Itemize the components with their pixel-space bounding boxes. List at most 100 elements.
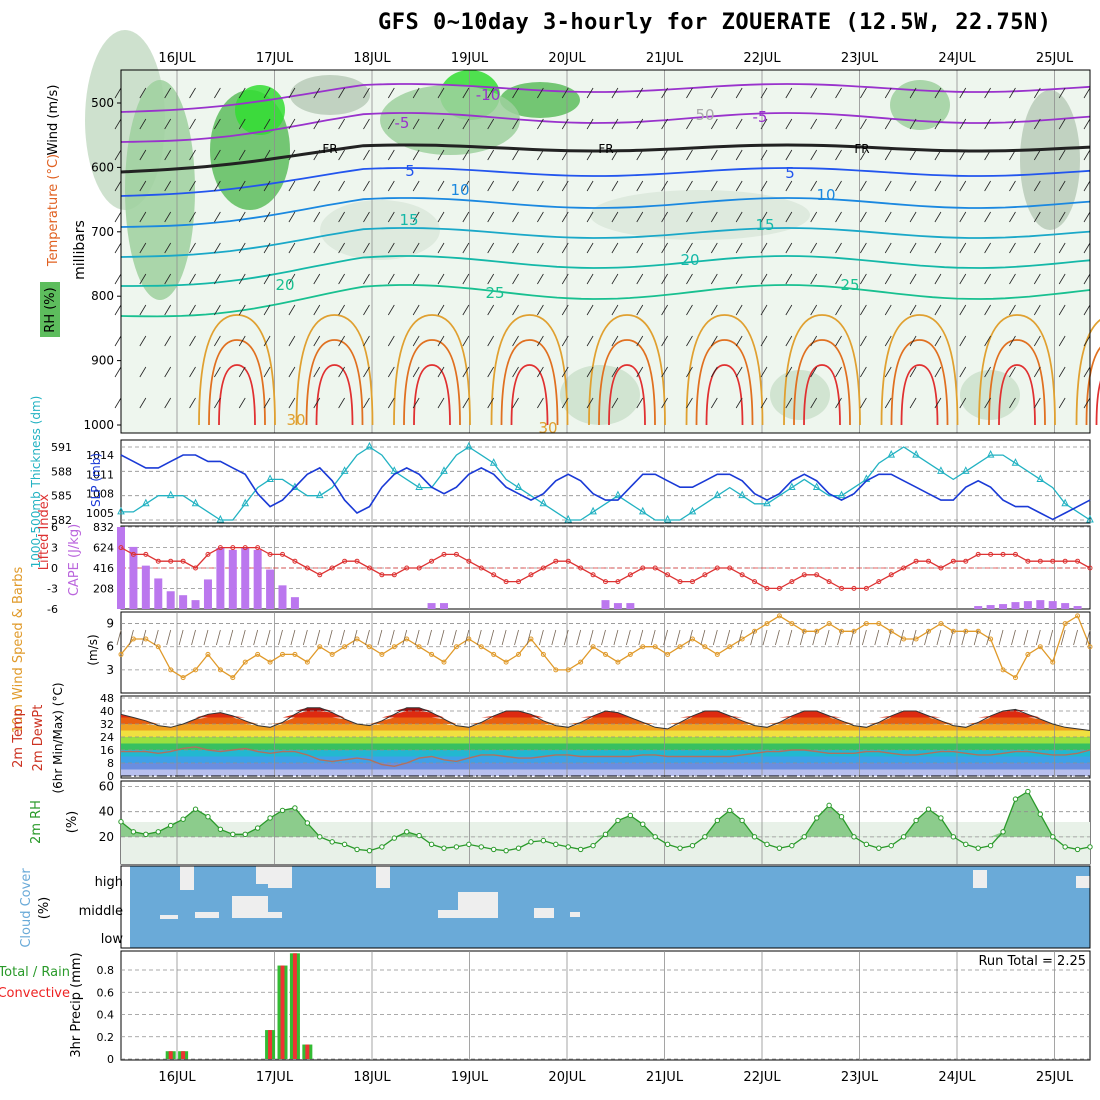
- wind-barb: [1009, 118, 1016, 130]
- wind-barb: [586, 242, 594, 254]
- thickness-marker: [365, 441, 374, 450]
- wind-speed-marker: [379, 651, 385, 657]
- thickness-marker: [1011, 458, 1020, 466]
- isotherm-line: [978, 314, 1056, 426]
- wind-barb-10m: [1060, 629, 1066, 646]
- isotherm-line: [413, 364, 451, 426]
- wind-tick-label: 6: [106, 640, 114, 654]
- wind-barb: [959, 242, 967, 254]
- wind-barb: [561, 118, 569, 130]
- wind-barb: [661, 118, 668, 130]
- li-tick-label: 0: [51, 562, 58, 575]
- wind-barb: [1083, 180, 1091, 192]
- wind-barb: [387, 366, 395, 378]
- wind-speed-marker: [193, 667, 199, 673]
- wind-speed-marker: [1087, 644, 1093, 650]
- wind-barb: [487, 242, 495, 254]
- wind-barb-10m: [352, 629, 358, 646]
- wind-barb: [661, 149, 668, 161]
- thickness-marker: [788, 482, 796, 491]
- wind-barb-10m: [948, 629, 954, 646]
- wind-barb: [760, 242, 768, 254]
- precip-tick-label: 0.6: [97, 986, 115, 999]
- precip-tick-label: 0.8: [97, 964, 115, 977]
- wind-barb-10m: [899, 629, 905, 646]
- wind-barb: [139, 149, 147, 161]
- wind-barb: [139, 273, 147, 285]
- lifted-index-marker: [764, 585, 770, 591]
- wind-barb: [735, 242, 743, 254]
- wind-barb: [462, 366, 470, 378]
- rh-marker: [155, 829, 161, 835]
- wind-barb: [611, 366, 619, 378]
- isotherm-line: [1075, 319, 1100, 426]
- isotherm-line: [120, 227, 1091, 258]
- wind-barb: [686, 273, 693, 285]
- wind-barb: [909, 335, 917, 347]
- lifted-index-marker: [975, 551, 981, 557]
- temperature-band: [121, 717, 1090, 724]
- rh-marker: [950, 834, 957, 840]
- cloud-level-label: middle: [79, 904, 123, 919]
- rh-marker: [776, 845, 783, 851]
- thickness-marker: [315, 490, 324, 499]
- wind-barb: [238, 304, 246, 316]
- wind-barb: [387, 149, 395, 161]
- wind-barb: [1033, 211, 1041, 223]
- rh-marker: [379, 844, 385, 850]
- wind-barb: [437, 273, 445, 285]
- temperature-band: [121, 763, 1090, 770]
- wind-barb: [1033, 366, 1041, 378]
- wind-barb-10m: [141, 629, 147, 646]
- wind-barb: [785, 273, 793, 285]
- wind-barb: [139, 242, 147, 254]
- wind-barb: [114, 87, 122, 99]
- wind-barb: [114, 304, 122, 316]
- wind-barb-10m: [476, 629, 482, 646]
- wind-barb: [412, 366, 420, 378]
- precip-convective-bar: [181, 1051, 186, 1059]
- cape-bar: [191, 600, 200, 609]
- wind-barb: [214, 273, 221, 285]
- wind-barb: [760, 335, 768, 347]
- wind-barb: [437, 366, 445, 378]
- wind-barb: [164, 242, 172, 254]
- wind-barb: [437, 242, 445, 254]
- rh-marker: [130, 829, 137, 835]
- wind-barb: [785, 87, 793, 99]
- contour-label: 15: [399, 211, 418, 229]
- wind-barb: [810, 118, 818, 130]
- thickness-marker: [713, 490, 722, 499]
- rh-axis-label: 2m RH: [29, 800, 44, 844]
- isotherm-line: [403, 339, 461, 426]
- wind-barb-10m: [588, 629, 594, 646]
- wind-barb: [139, 87, 147, 99]
- lifted-index-marker: [988, 551, 994, 557]
- rh-marker: [304, 820, 311, 826]
- wind-barb: [661, 211, 668, 223]
- rh-marker: [292, 805, 298, 811]
- wind-barb: [561, 366, 569, 378]
- wind-barb: [238, 180, 246, 192]
- lifted-index-marker: [1025, 558, 1031, 564]
- precip-panel-frame: [120, 950, 1091, 1061]
- wind-barb-10m: [886, 629, 892, 646]
- wind-speed-marker: [230, 675, 236, 681]
- rh-shading: [290, 75, 370, 115]
- contour-label: 25: [840, 276, 859, 294]
- wind-barb: [462, 180, 470, 192]
- rh-marker: [416, 832, 422, 839]
- rh-marker: [876, 845, 882, 851]
- wind-speed-marker: [839, 628, 845, 634]
- rh-marker: [615, 817, 621, 824]
- wind-barb: [884, 180, 892, 192]
- wind-speed-marker: [516, 651, 522, 657]
- wind-barb: [363, 180, 370, 192]
- wind-barb: [288, 118, 296, 130]
- wind-barb: [537, 118, 544, 130]
- wind-barb: [611, 397, 619, 409]
- wind-barb-10m: [576, 629, 582, 646]
- wind-barb: [238, 149, 246, 161]
- wind-barb-10m: [986, 629, 992, 646]
- cape-bar: [129, 546, 138, 609]
